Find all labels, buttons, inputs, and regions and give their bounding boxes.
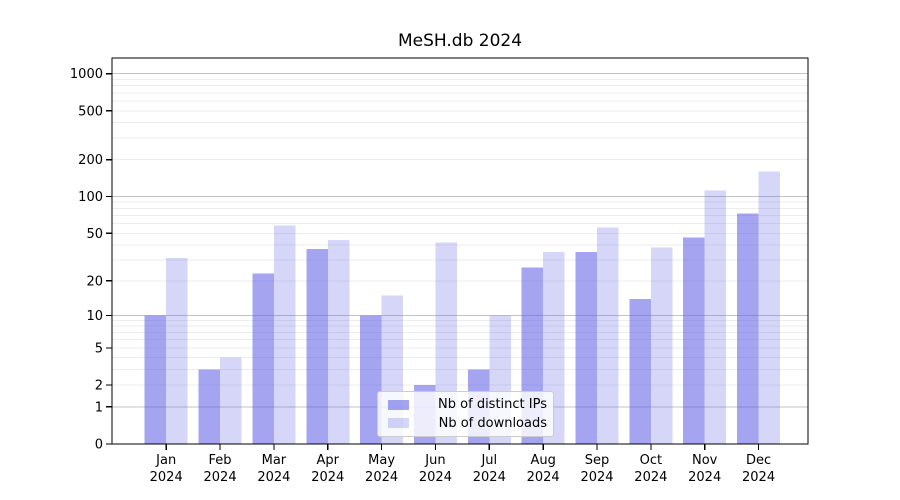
y-tick-label: 100 bbox=[78, 190, 103, 205]
bar-downloads-dec bbox=[758, 171, 781, 444]
y-tick-label: 2 bbox=[95, 379, 103, 394]
y-tick-label: 5 bbox=[95, 341, 103, 356]
plot-border bbox=[111, 57, 809, 445]
bar-downloads-mar bbox=[273, 225, 296, 444]
legend-label-distinct-ips: Nb of distinct IPs bbox=[438, 397, 547, 413]
x-tick-label-jan: Jan 2024 bbox=[150, 453, 183, 485]
y-tick-label: 50 bbox=[86, 227, 103, 242]
x-tick-label-jul: Jul 2024 bbox=[473, 453, 506, 485]
bar-distinct-ips-jan bbox=[144, 315, 167, 444]
y-tick-label: 0 bbox=[95, 438, 103, 453]
bar-downloads-oct bbox=[650, 247, 673, 444]
bar-downloads-jan bbox=[166, 258, 188, 444]
legend-label-downloads: Nb of downloads bbox=[438, 415, 547, 431]
legend-swatch-downloads bbox=[388, 418, 409, 429]
legend-item-distinct-ips: Nb of distinct IPs bbox=[388, 397, 547, 412]
bar-downloads-nov bbox=[704, 190, 727, 444]
x-tick-label-dec: Dec 2024 bbox=[742, 453, 775, 485]
y-tick-label: 20 bbox=[86, 274, 103, 289]
y-tick-label: 10 bbox=[86, 309, 103, 324]
x-tick-label-sep: Sep 2024 bbox=[580, 453, 613, 485]
bar-distinct-ips-apr bbox=[306, 249, 328, 444]
legend-item-downloads: Nb of downloads bbox=[388, 416, 547, 431]
bar-distinct-ips-oct bbox=[629, 298, 651, 444]
legend: Nb of distinct IPs Nb of downloads bbox=[377, 391, 554, 437]
bar-distinct-ips-may bbox=[360, 315, 382, 444]
bar-distinct-ips-mar bbox=[252, 273, 274, 444]
x-tick-label-nov: Nov 2024 bbox=[688, 453, 721, 485]
bar-downloads-feb bbox=[220, 357, 242, 444]
legend-swatch-distinct-ips bbox=[388, 399, 409, 410]
chart-title: MeSH.db 2024 bbox=[397, 31, 523, 51]
y-tick-label: 500 bbox=[78, 104, 103, 119]
x-tick-label-jun: Jun 2024 bbox=[419, 453, 452, 485]
bar-distinct-ips-sep bbox=[575, 251, 597, 444]
bar-distinct-ips-nov bbox=[683, 237, 705, 444]
y-tick-label: 1000 bbox=[70, 67, 103, 82]
x-tick-label-mar: Mar 2024 bbox=[257, 453, 290, 485]
x-tick-label-oct: Oct 2024 bbox=[634, 453, 667, 485]
y-tick-label: 1 bbox=[95, 400, 103, 415]
x-tick-label-may: May 2024 bbox=[365, 453, 398, 485]
bar-downloads-sep bbox=[597, 227, 619, 444]
bar-distinct-ips-feb bbox=[198, 369, 221, 444]
x-tick-label-feb: Feb 2024 bbox=[204, 453, 237, 485]
bar-distinct-ips-dec bbox=[737, 213, 759, 444]
y-tick-label: 200 bbox=[78, 153, 103, 168]
x-tick-label-apr: Apr 2024 bbox=[311, 453, 344, 485]
x-tick-label-aug: Aug 2024 bbox=[527, 453, 560, 485]
bar-downloads-apr bbox=[327, 239, 350, 444]
